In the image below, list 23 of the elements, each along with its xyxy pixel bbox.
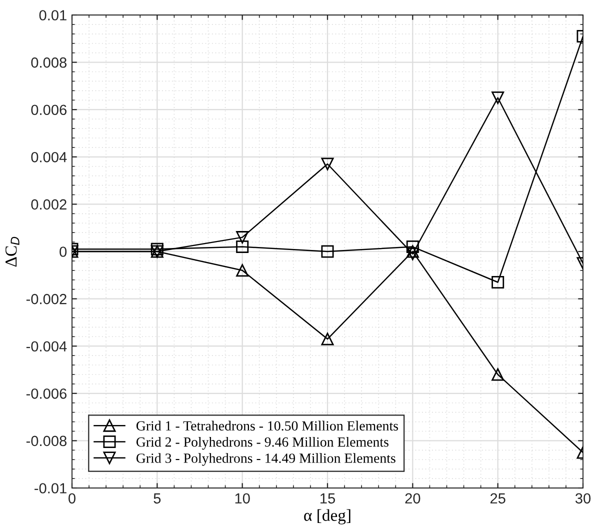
y-tick-label: -0.01 <box>34 483 66 494</box>
x-tick-label: 5 <box>154 493 161 504</box>
y-axis-title: ΔC$_{D}$ <box>6 236 20 267</box>
x-tick-label: 10 <box>235 493 250 504</box>
y-tick-label: -0.002 <box>26 294 66 304</box>
x-tick-label: 20 <box>405 493 420 504</box>
y-tick-label: -0.008 <box>26 436 67 446</box>
y-tick-label: 0.002 <box>31 199 66 210</box>
y-tick-label: 0.006 <box>31 104 66 116</box>
legend-label: Grid 2 - Polyhedrons - 9.46 Million Elements <box>136 436 388 450</box>
y-tick-label: 0 <box>60 246 67 257</box>
legend-label: Grid 1 - Tetrahedrons - 10.50 Million Elements <box>136 420 398 431</box>
y-tick-label: 0.008 <box>31 57 67 68</box>
x-tick-label: 0 <box>68 493 76 504</box>
y-tick-label: 0.004 <box>31 152 67 162</box>
x-axis-title: α [deg] <box>304 509 350 524</box>
y-tick-label: 0.01 <box>39 10 66 20</box>
y-tick-label: -0.006 <box>26 388 66 399</box>
x-tick-label: 25 <box>490 493 506 504</box>
x-tick-label: 15 <box>320 493 335 504</box>
x-tick-label: 30 <box>575 493 591 504</box>
legend-label: Grid 3 - Polyhedrons - 14.49 Million Elements <box>136 453 396 466</box>
y-tick-label: -0.004 <box>26 341 67 352</box>
